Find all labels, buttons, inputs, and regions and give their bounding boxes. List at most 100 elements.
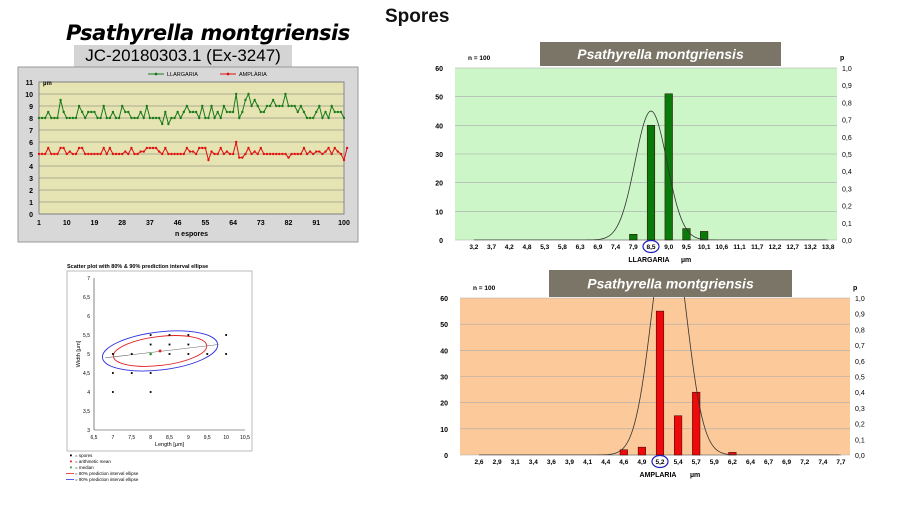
ellipse-90: [101, 330, 219, 372]
y-tick-label: 3: [29, 176, 33, 183]
x-tick-label: 12,2: [769, 244, 782, 251]
data-point: [296, 152, 299, 156]
data-point: [167, 152, 170, 156]
data-point: [318, 104, 321, 108]
x-tick-label: 7,4: [611, 244, 620, 251]
data-point: [157, 116, 161, 120]
data-point: [293, 104, 296, 108]
x-tick-label: 6,7: [764, 459, 773, 466]
collection-id: JC-20180303.1 (Ex-3247): [74, 45, 292, 67]
data-point: [84, 116, 87, 120]
data-point: [342, 158, 346, 162]
data-point: [59, 98, 62, 102]
data-point: [40, 116, 44, 120]
data-point: [56, 116, 59, 120]
right-tick-label: 0,9: [842, 83, 852, 90]
data-point: [342, 116, 346, 120]
data-point: [56, 152, 59, 156]
data-point: [275, 152, 278, 156]
data-point: [161, 122, 164, 126]
plot-area: [38, 81, 345, 215]
data-point: [228, 152, 232, 156]
spore-point: [187, 334, 190, 336]
median-point: [149, 352, 152, 356]
data-point: [176, 152, 179, 156]
data-point: [151, 116, 155, 120]
data-point: [173, 116, 176, 120]
x-tick-label: 4,6: [619, 459, 628, 466]
data-point: [308, 116, 312, 120]
data-point: [50, 152, 53, 156]
data-point: [234, 140, 238, 144]
data-point: [278, 152, 281, 156]
data-point: [93, 110, 96, 114]
data-point: [191, 150, 195, 153]
data-point: [339, 152, 343, 156]
data-point: [90, 110, 93, 114]
x-tick-label: 64: [229, 220, 237, 227]
histogram-bar: [664, 93, 673, 241]
data-point: [164, 146, 167, 150]
x-tick-label: 6,9: [782, 459, 791, 466]
data-point: [53, 152, 56, 156]
data-point: [311, 152, 315, 156]
data-point: [231, 110, 235, 114]
right-axis-label: p: [853, 285, 857, 292]
data-point: [68, 116, 72, 120]
data-point: [151, 146, 155, 150]
data-point: [167, 122, 170, 126]
x-tick-label: 8,5: [646, 244, 655, 251]
data-point: [311, 116, 315, 120]
data-point: [244, 152, 247, 156]
right-tick-label: 1,0: [842, 66, 852, 73]
data-point: [321, 152, 324, 156]
data-point: [308, 150, 312, 153]
x-tick-label: 37: [146, 220, 154, 227]
y-tick-label: 11: [26, 80, 34, 87]
y-tick-label: 40: [435, 123, 443, 130]
data-point: [281, 104, 284, 108]
x-tick-label: 4,1: [583, 459, 592, 466]
data-point: [271, 152, 275, 156]
data-point: [185, 104, 189, 108]
x-tick-label: 10,1: [698, 244, 711, 251]
x-tick-label: 6,4: [746, 459, 755, 466]
x-tick-label: 12,7: [786, 244, 799, 251]
data-point: [287, 156, 290, 159]
scatter-title: Scatter plot with 80% & 90% prediction i…: [67, 264, 208, 270]
data-point: [330, 152, 333, 156]
y-tick-label: 0: [439, 238, 443, 245]
data-point: [120, 104, 124, 108]
data-point: [228, 110, 232, 114]
x-tick-label: 2,6: [475, 459, 484, 466]
data-point: [99, 152, 102, 156]
data-point: [290, 104, 293, 108]
x-tick-label: 10: [223, 435, 229, 441]
data-point: [234, 92, 238, 96]
right-tick-label: 0,2: [842, 204, 852, 211]
x-tick-label: 7: [111, 435, 114, 441]
data-point: [268, 104, 272, 108]
legend-marker: [154, 72, 158, 76]
x-tick-label: 9,0: [664, 244, 673, 251]
histogram-bar: [700, 231, 709, 241]
spore-point: [149, 391, 152, 393]
x-tick-label: 3,7: [487, 244, 496, 251]
data-point: [62, 146, 65, 150]
data-point: [244, 98, 247, 102]
data-point: [204, 146, 207, 150]
legend-label: = 90% prediction interval ellipse: [75, 477, 139, 482]
data-point: [179, 116, 182, 120]
data-point: [262, 110, 266, 114]
y-tick-label: 60: [435, 66, 443, 73]
data-point: [148, 146, 152, 150]
x-tick-label: 55: [201, 220, 209, 227]
histogram-bar: [655, 310, 665, 456]
data-point: [238, 116, 241, 120]
data-point: [225, 150, 229, 153]
data-point: [173, 152, 176, 156]
right-tick-label: 0,8: [842, 100, 852, 107]
data-point: [293, 152, 296, 156]
data-point: [99, 116, 102, 120]
title-banner: [540, 42, 781, 66]
